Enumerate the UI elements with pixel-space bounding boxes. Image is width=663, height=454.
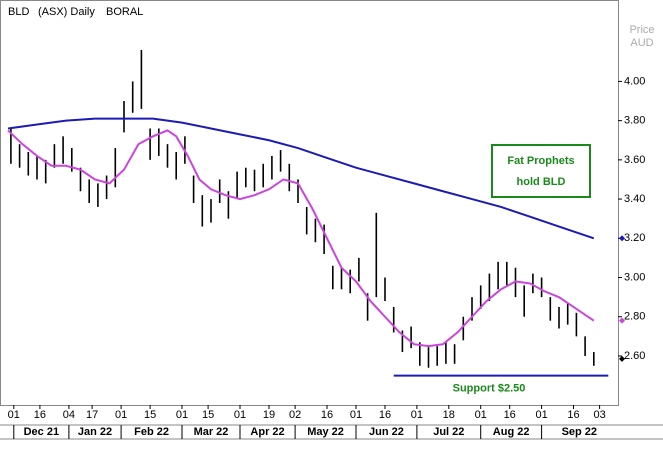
y-tick-label: 3.40 — [624, 193, 645, 205]
annotation-box — [491, 144, 591, 198]
chart-title: BLD — [8, 6, 29, 18]
moving-average — [7, 117, 595, 240]
x-tick-label: 16 — [34, 409, 46, 421]
y-tick-label: 3.00 — [624, 271, 645, 283]
x-tick-label: 16 — [321, 409, 333, 421]
month-label: Feb 22 — [134, 426, 169, 438]
x-tick-label: 02 — [289, 409, 301, 421]
last-value-marker — [619, 317, 625, 324]
y-tick-label: 4.00 — [624, 75, 645, 87]
chart-title: (ASX) Daily — [38, 6, 95, 18]
month-label: Aug 22 — [493, 426, 530, 438]
x-tick-label: 01 — [8, 409, 20, 421]
y-axis-title: AUD — [630, 37, 653, 49]
x-tick-label: 17 — [86, 409, 98, 421]
x-tick-label: 01 — [350, 409, 362, 421]
x-tick-label: 15 — [144, 409, 156, 421]
x-tick-label: 01 — [535, 409, 547, 421]
moving-average — [7, 129, 595, 348]
y-tick-label: 2.60 — [624, 350, 645, 362]
month-label: Mar 22 — [194, 426, 229, 438]
x-tick-label: 01 — [115, 409, 127, 421]
chart-title: BORAL — [106, 6, 143, 18]
x-tick-label: 01 — [176, 409, 188, 421]
month-label: Jun 22 — [369, 426, 404, 438]
x-tick-label: 04 — [63, 409, 75, 421]
y-axis-title: Price — [629, 24, 654, 36]
x-tick-label: 18 — [443, 409, 455, 421]
x-tick-label: 01 — [475, 409, 487, 421]
x-tick-label: 15 — [202, 409, 214, 421]
last-price-marker — [619, 355, 625, 362]
month-label: Apr 22 — [250, 426, 284, 438]
x-tick-label: 01 — [411, 409, 423, 421]
month-label: Sep 22 — [562, 426, 597, 438]
y-tick-label: 3.60 — [624, 154, 645, 166]
x-tick-label: 16 — [504, 409, 516, 421]
month-label: Jul 22 — [433, 426, 464, 438]
annotation-text: hold BLD — [517, 176, 566, 188]
annotation-text: Fat Prophets — [507, 155, 574, 167]
x-tick-label: 03 — [593, 409, 605, 421]
y-tick-label: 3.80 — [624, 115, 645, 127]
month-label: Dec 21 — [24, 426, 59, 438]
x-tick-label: 01 — [234, 409, 246, 421]
y-tick-label: 2.80 — [624, 311, 645, 323]
last-value-marker — [619, 235, 625, 242]
month-label: May 22 — [307, 426, 344, 438]
month-label: Jan 22 — [78, 426, 112, 438]
y-tick-label: 3.20 — [624, 232, 645, 244]
support-label: Support $2.50 — [453, 382, 526, 394]
x-tick-label: 16 — [567, 409, 579, 421]
x-tick-label: 19 — [263, 409, 275, 421]
x-tick-label: 16 — [379, 409, 391, 421]
